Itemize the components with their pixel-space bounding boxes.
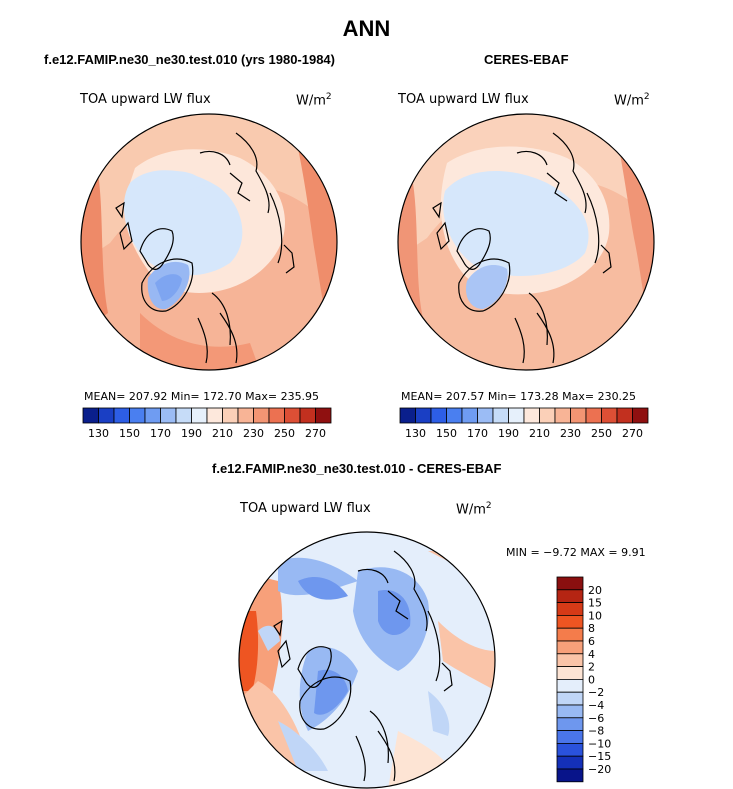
colorbar-diff-tick-label: 0: [588, 673, 595, 686]
colorbar-diff-swatch: [556, 742, 584, 757]
colorbar-obs-swatch: [523, 407, 540, 424]
stats-model: MEAN= 207.92 Min= 172.70 Max= 235.95: [84, 390, 320, 403]
colorbar-obs-swatch: [399, 407, 416, 424]
colorbar-diff-swatch: [556, 666, 584, 680]
colorbar-diff-tick-label: 15: [588, 597, 602, 610]
colorbar-model-tick-label: 250: [274, 427, 295, 440]
colorbar-diff-swatch: [556, 602, 584, 616]
colorbar-diff-swatch: [556, 717, 584, 732]
colorbar-obs-swatch: [601, 407, 618, 424]
colorbar-model-swatch: [113, 407, 130, 424]
colorbar-obs-swatch: [570, 407, 587, 424]
polar-map-model: [80, 113, 338, 371]
colorbar-obs-tick-label: 270: [622, 427, 643, 440]
colorbar-model-swatch: [129, 407, 146, 424]
colorbar-diff-swatch: [556, 627, 584, 642]
colorbar-diff-swatch: [556, 576, 584, 591]
colorbar-diff-tick-label: −20: [588, 763, 611, 776]
colorbar-model: 130 150 170 190 210 230 250 270: [82, 407, 332, 440]
colorbar-obs-swatch: [492, 407, 509, 424]
variable-label-diff: TOA upward LW flux: [240, 501, 371, 516]
colorbar-obs-swatch: [446, 407, 463, 424]
colorbar-diff-tick-label: 8: [588, 622, 595, 635]
polar-map-obs: [397, 113, 655, 371]
colorbar-obs-swatch: [477, 407, 494, 424]
colorbar-model-swatch: [299, 407, 316, 424]
polar-map-diff: [238, 531, 496, 789]
colorbar-obs-tick-label: 230: [560, 427, 581, 440]
units-label-left: W/m2: [296, 92, 332, 109]
panel-title-obs: CERES-EBAF: [484, 52, 569, 67]
colorbar-model-swatch: [253, 407, 270, 424]
colorbar-obs: 130 150 170 190 210 230 250 270: [399, 407, 649, 440]
colorbar-model-swatch: [191, 407, 208, 424]
stats-diff: MIN = −9.72 MAX = 9.91: [506, 546, 646, 559]
colorbar-diff-tick-label: 10: [588, 609, 602, 622]
colorbar-obs-tick-label: 210: [529, 427, 550, 440]
colorbar-obs-swatch: [632, 407, 649, 424]
colorbar-diff-tick-label: −8: [588, 725, 604, 738]
colorbar-obs-tick-label: 150: [436, 427, 457, 440]
colorbar-diff-tick-label: −15: [588, 750, 611, 763]
colorbar-obs-swatch: [585, 407, 602, 424]
colorbar-obs-swatch: [415, 407, 432, 424]
variable-label-left: TOA upward LW flux: [80, 92, 211, 107]
colorbar-diff-tick-label: −10: [588, 737, 611, 750]
colorbar-diff-tick-label: 6: [588, 635, 595, 648]
colorbar-model-swatch: [315, 407, 332, 424]
colorbar-diff-tick-label: 4: [588, 648, 595, 661]
colorbar-model-swatch: [144, 407, 161, 424]
colorbar-diff-swatch: [556, 730, 584, 744]
colorbar-diff-swatch: [556, 615, 584, 629]
panel-title-diff: f.e12.FAMIP.ne30_ne30.test.010 - CERES-E…: [212, 461, 502, 476]
colorbar-model-tick-label: 130: [88, 427, 109, 440]
colorbar-obs-tick-label: 130: [405, 427, 426, 440]
colorbar-model-tick-label: 230: [243, 427, 264, 440]
colorbar-obs-swatch: [539, 407, 556, 424]
colorbar-obs-swatch: [508, 407, 525, 424]
colorbar-obs-swatch: [616, 407, 633, 424]
colorbar-obs-tick-label: 170: [467, 427, 488, 440]
colorbar-model-swatch: [206, 407, 223, 424]
colorbar-diff-tick-label: 2: [588, 661, 595, 674]
colorbar-diff-swatch: [556, 755, 584, 770]
colorbar-model-tick-label: 270: [305, 427, 326, 440]
units-label-right: W/m2: [614, 92, 650, 109]
colorbar-model-swatch: [222, 407, 239, 424]
colorbar-model-swatch: [160, 407, 177, 424]
colorbar-diff-swatch: [556, 653, 584, 668]
variable-label-right: TOA upward LW flux: [398, 92, 529, 107]
colorbar-diff-swatch: [556, 704, 584, 719]
panel-title-model: f.e12.FAMIP.ne30_ne30.test.010 (yrs 1980…: [44, 52, 335, 67]
colorbar-obs-swatch: [461, 407, 478, 424]
colorbar-diff-swatch: [556, 589, 584, 604]
stats-obs: MEAN= 207.57 Min= 173.28 Max= 230.25: [401, 390, 637, 403]
colorbar-model-tick-label: 150: [119, 427, 140, 440]
units-label-diff: W/m2: [456, 501, 492, 518]
colorbar-model-tick-label: 210: [212, 427, 233, 440]
colorbar-obs-tick-label: 190: [498, 427, 519, 440]
colorbar-obs-tick-label: 250: [591, 427, 612, 440]
colorbar-model-swatch: [284, 407, 301, 424]
colorbar-obs-swatch: [430, 407, 447, 424]
colorbar-diff-tick-label: 20: [588, 584, 602, 597]
colorbar-diff-swatch: [556, 691, 584, 706]
colorbar-model-tick-label: 170: [150, 427, 171, 440]
colorbar-model-swatch: [237, 407, 254, 424]
colorbar-diff-swatch: [556, 768, 584, 783]
colorbar-diff-swatch: [556, 640, 584, 655]
colorbar-obs-swatch: [554, 407, 571, 424]
colorbar-model-swatch: [175, 407, 192, 424]
colorbar-diff-tick-label: −2: [588, 686, 604, 699]
colorbar-model-swatch: [98, 407, 115, 424]
colorbar-model-tick-label: 190: [181, 427, 202, 440]
colorbar-model-swatch: [268, 407, 285, 424]
main-title: ANN: [342, 16, 391, 41]
colorbar-model-swatch: [82, 407, 99, 424]
colorbar-diff-tick-label: −6: [588, 712, 604, 725]
colorbar-diff-tick-label: −4: [588, 699, 604, 712]
colorbar-diff-swatch: [556, 679, 584, 693]
